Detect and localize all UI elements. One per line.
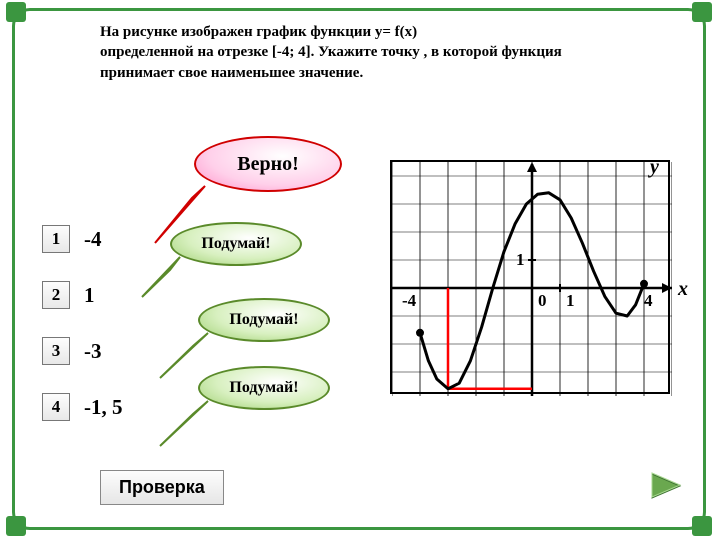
answer-value: -4 [84, 227, 102, 252]
svg-text:1: 1 [516, 250, 525, 269]
x-axis-label: x [678, 278, 688, 301]
next-arrow-button[interactable] [650, 471, 684, 506]
corner-decor [692, 516, 712, 536]
feedback-think-label: Подумай! [229, 379, 298, 397]
svg-text:1: 1 [566, 291, 575, 310]
answers-list: 1 -4 2 1 3 -3 4 -1, 5 [42, 225, 123, 449]
arrow-right-icon [650, 471, 684, 501]
feedback-think-label: Подумай! [229, 311, 298, 329]
corner-decor [692, 2, 712, 22]
check-button-label: Проверка [119, 477, 205, 497]
answer-number-box: 3 [42, 337, 70, 365]
answer-row[interactable]: 2 1 [42, 281, 123, 309]
answer-row[interactable]: 4 -1, 5 [42, 393, 123, 421]
feedback-think-bubble: Подумай! [198, 366, 330, 410]
question-line: принимает свое наименьшее значение. [100, 65, 363, 81]
svg-text:-4: -4 [402, 291, 417, 310]
answer-number-box: 4 [42, 393, 70, 421]
answer-number-box: 2 [42, 281, 70, 309]
svg-text:4: 4 [644, 291, 653, 310]
answer-row[interactable]: 3 -3 [42, 337, 123, 365]
question-line: На рисунке изображен график функции y= f… [100, 24, 417, 40]
function-graph: -41410 y x [380, 150, 698, 408]
bubble-tail [158, 396, 218, 451]
feedback-correct-bubble: Верно! [194, 136, 342, 192]
question-line: определенной на отрезке [-4; 4]. Укажите… [100, 44, 562, 60]
answer-value: 1 [84, 283, 95, 308]
question-text: На рисунке изображен график функции y= f… [100, 22, 640, 83]
feedback-think-bubble: Подумай! [170, 222, 302, 266]
check-button[interactable]: Проверка [100, 470, 224, 505]
feedback-think-bubble: Подумай! [198, 298, 330, 342]
graph-svg: -41410 [392, 162, 672, 396]
feedback-correct-label: Верно! [237, 153, 299, 176]
y-axis-label: y [650, 156, 659, 179]
answer-value: -1, 5 [84, 395, 123, 420]
feedback-think-label: Подумай! [201, 235, 270, 253]
bubble-tail [140, 252, 195, 302]
answer-row[interactable]: 1 -4 [42, 225, 123, 253]
corner-decor [6, 2, 26, 22]
answer-number-box: 1 [42, 225, 70, 253]
corner-decor [6, 516, 26, 536]
answer-value: -3 [84, 339, 102, 364]
svg-text:0: 0 [538, 291, 547, 310]
